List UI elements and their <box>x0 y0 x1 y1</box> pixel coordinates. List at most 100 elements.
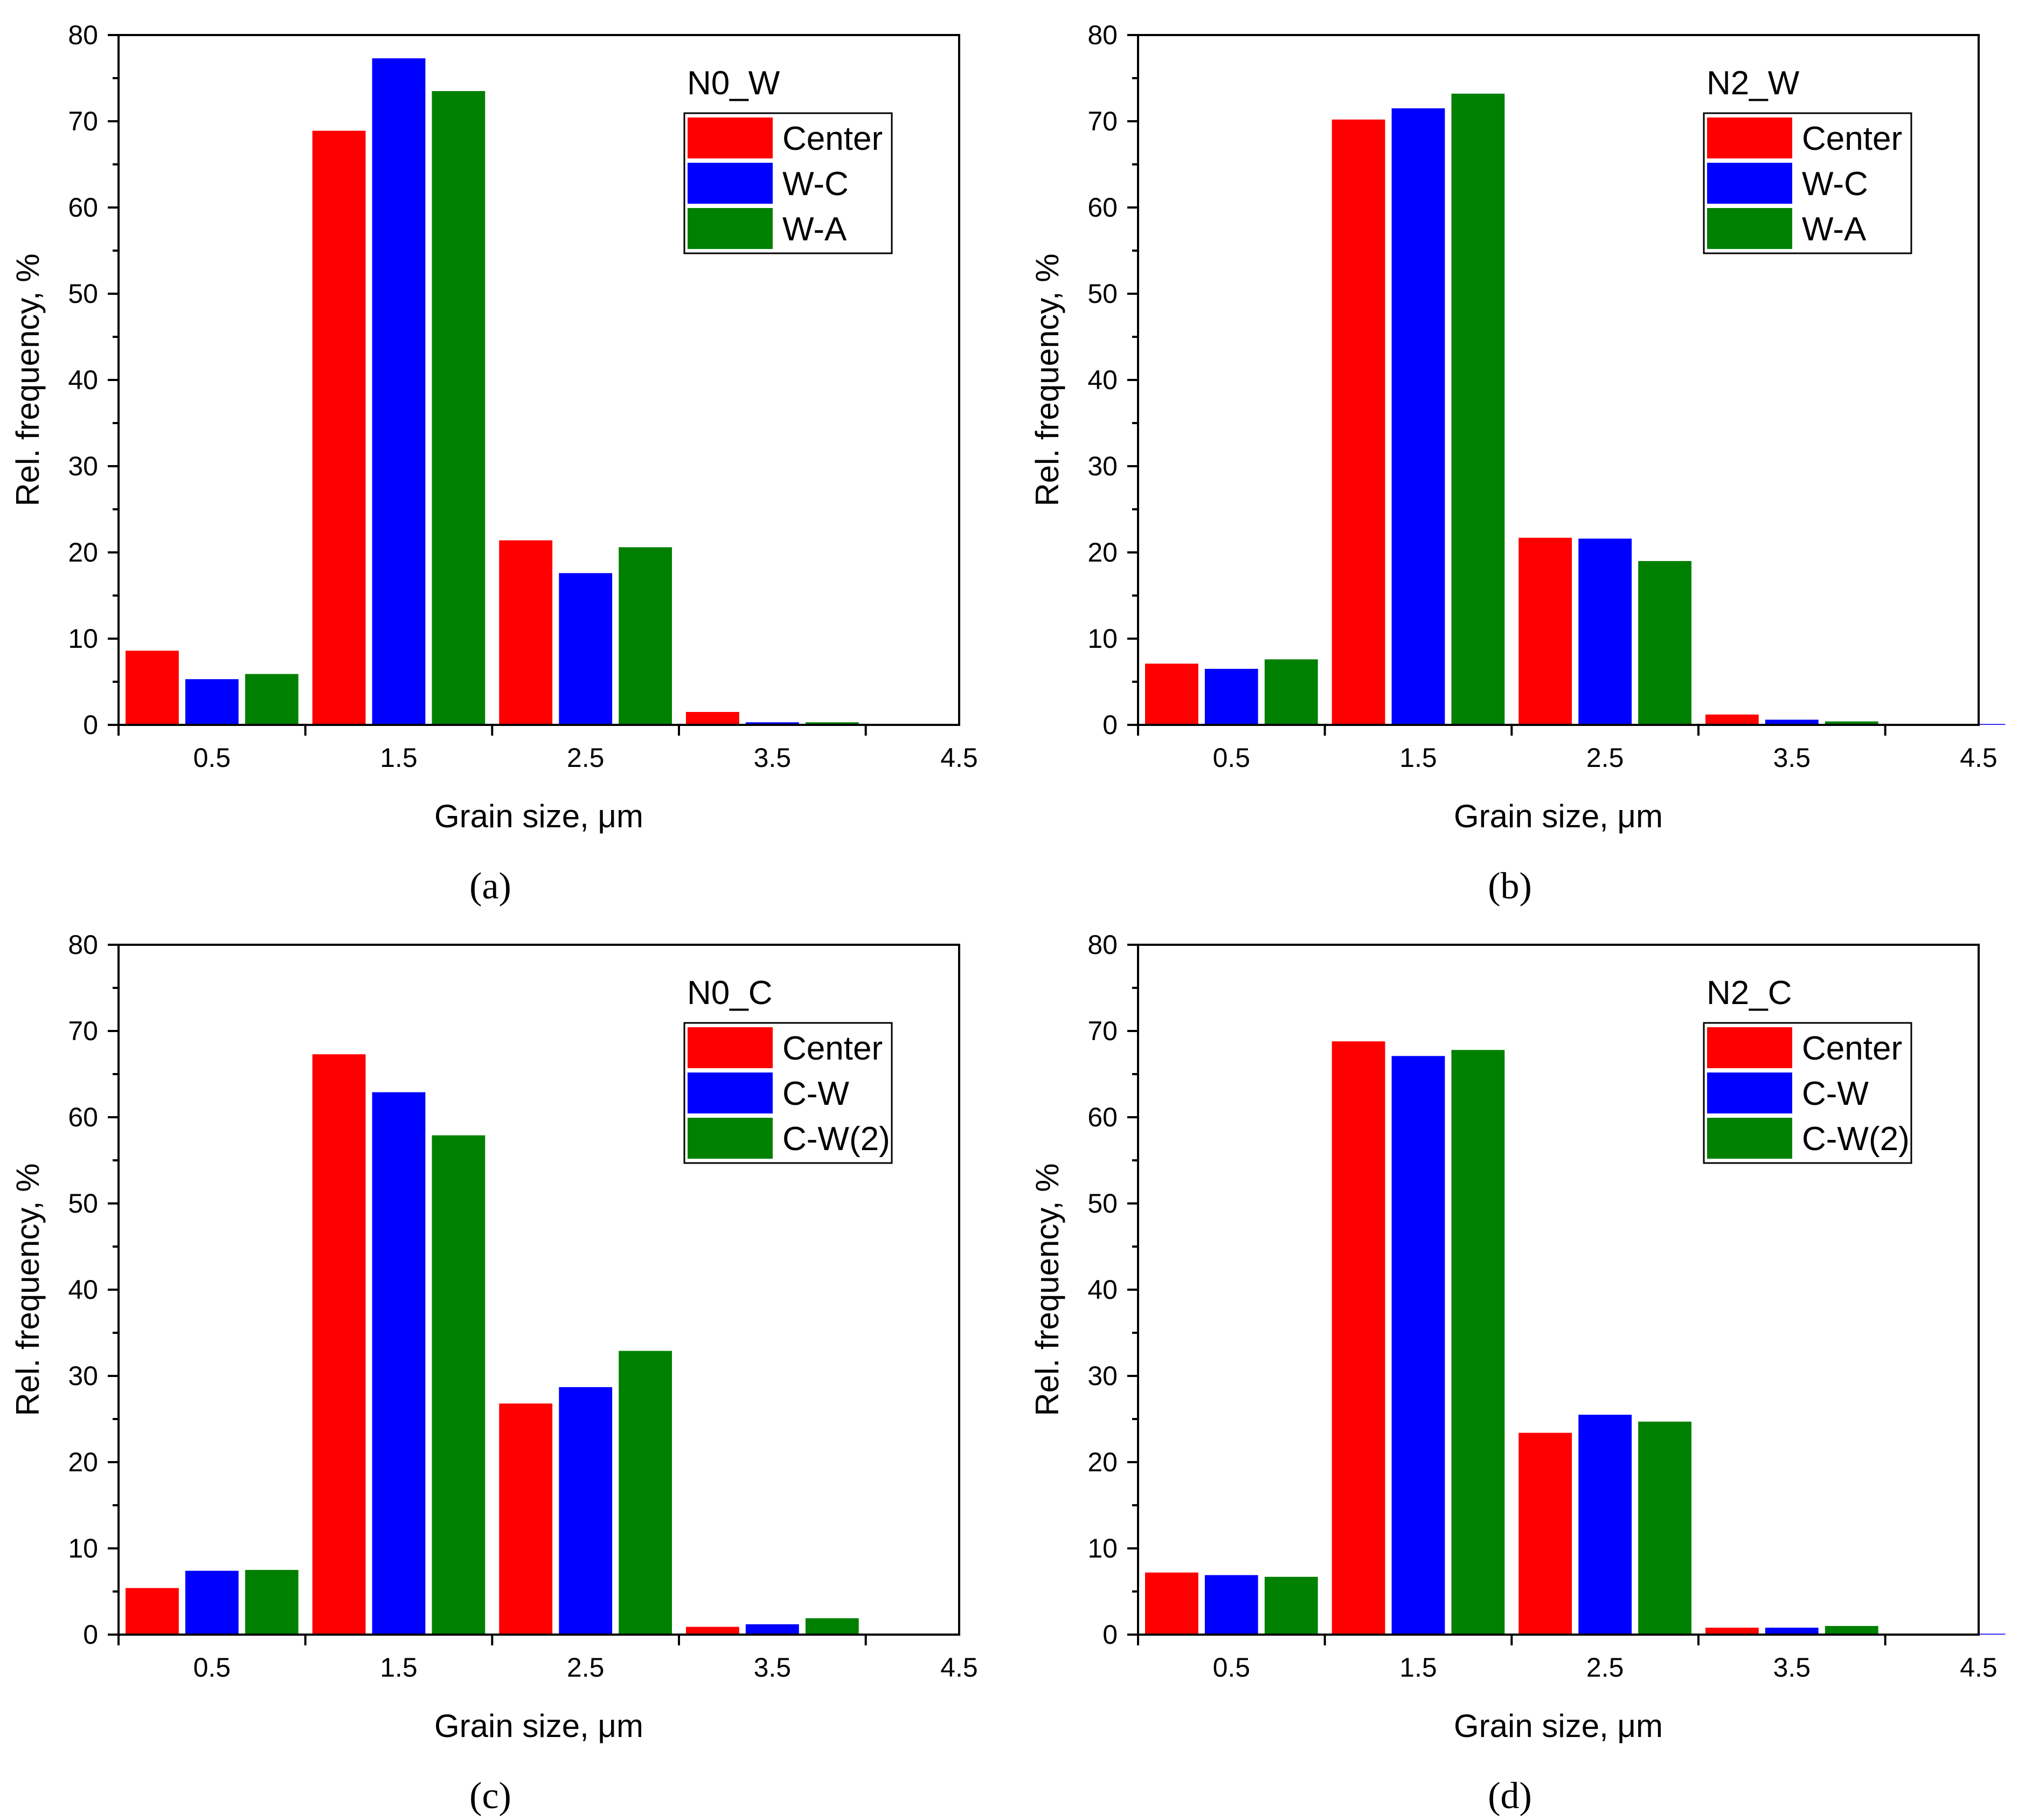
y-tick-label: 50 <box>68 1188 98 1219</box>
legend-swatch <box>688 163 773 204</box>
bar-center <box>1705 714 1759 725</box>
legend-label: Center <box>782 1030 883 1067</box>
y-tick-label: 20 <box>68 537 98 568</box>
y-tick-label: 40 <box>1087 365 1118 395</box>
y-tick-label: 40 <box>68 1275 98 1305</box>
bar-center <box>1145 1572 1198 1635</box>
x-tick-label: 1.5 <box>1399 1652 1437 1683</box>
y-tick-label: 70 <box>68 106 98 136</box>
bar-c-w <box>1204 1575 1258 1635</box>
x-tick-label: 1.5 <box>380 743 418 773</box>
y-tick-label: 60 <box>68 1102 98 1132</box>
bar-c-w <box>745 1624 799 1635</box>
legend-swatch <box>1707 1027 1792 1068</box>
y-tick-label: 80 <box>1087 20 1118 50</box>
bar-center <box>1331 1041 1385 1635</box>
y-tick-label: 80 <box>68 930 98 960</box>
x-axis-title: Grain size, μm <box>434 1708 643 1744</box>
y-axis-title: Rel. frequency, % <box>10 253 46 506</box>
x-axis-title: Grain size, μm <box>1454 1708 1663 1744</box>
bar-w-c <box>1578 538 1632 725</box>
legend-label: W-C <box>1802 165 1868 203</box>
x-axis-title: Grain size, μm <box>1454 798 1663 834</box>
legend-label: Center <box>782 120 883 157</box>
bar-center <box>126 1588 179 1635</box>
chart-title: N2_C <box>1707 974 1792 1012</box>
chart-panel: 0 10 20 30 40 50 60 70 80 0.5 1.5 2.5 3.5 4.5 Grain si… <box>10 930 978 1817</box>
chart-panel: 0 10 20 30 40 50 60 70 80 0.5 1.5 2.5 3.5 4.5 Grain si… <box>10 20 978 907</box>
y-tick-label: 80 <box>1087 930 1118 960</box>
legend-label: C-W(2) <box>782 1120 890 1158</box>
bar-c-w-2- <box>1264 1576 1318 1635</box>
y-axis-title: Rel. frequency, % <box>10 1163 46 1416</box>
legend-label: W-A <box>782 211 847 248</box>
bar-center <box>1145 663 1198 725</box>
legend-swatch <box>688 208 773 249</box>
bar-c-w <box>559 1387 613 1635</box>
y-tick-label: 50 <box>1087 1188 1118 1219</box>
x-tick-label: 2.5 <box>567 743 605 773</box>
legend-swatch <box>688 1027 773 1068</box>
y-tick-label: 0 <box>1102 710 1118 740</box>
bar-w-a <box>1264 659 1318 725</box>
bar-c-w <box>1578 1415 1632 1635</box>
x-tick-label: 4.5 <box>1960 743 1998 773</box>
bar-w-a <box>619 547 672 725</box>
legend-swatch <box>688 1072 773 1113</box>
legend-label: C-W(2) <box>1802 1120 1910 1158</box>
bar-c-w-2- <box>245 1570 299 1635</box>
y-tick-label: 30 <box>68 451 98 481</box>
bar-w-c <box>1204 669 1258 725</box>
x-tick-label: 0.5 <box>193 1652 231 1683</box>
y-tick-label: 20 <box>1087 1447 1118 1477</box>
panel-caption: (a) <box>469 866 511 907</box>
bar-c-w-2- <box>1638 1421 1691 1635</box>
legend-label: Center <box>1802 1030 1902 1067</box>
chart-title: N2_W <box>1707 65 1800 102</box>
chart-panel: 0 10 20 30 40 50 60 70 80 0.5 1.5 2.5 3.5 4.5 Grain si… <box>1029 20 2006 907</box>
bar-w-c <box>1391 108 1445 725</box>
y-tick-label: 40 <box>68 365 98 395</box>
x-tick-label: 2.5 <box>1586 1652 1624 1683</box>
bar-c-w-2- <box>1825 1626 1878 1635</box>
bar-w-a <box>432 91 486 725</box>
bar-center <box>312 130 366 725</box>
y-tick-label: 60 <box>1087 1102 1118 1132</box>
legend-swatch <box>1707 117 1792 158</box>
legend-label: Center <box>1802 120 1902 157</box>
x-tick-label: 1.5 <box>1399 743 1437 773</box>
bar-w-a <box>805 722 859 725</box>
y-tick-label: 70 <box>68 1016 98 1046</box>
bar-w-a <box>245 674 299 725</box>
legend-label: C-W <box>1802 1075 1869 1112</box>
panel-caption: (c) <box>469 1775 511 1817</box>
bar-center <box>499 1403 553 1635</box>
legend-swatch <box>1707 1118 1792 1159</box>
x-axis-title: Grain size, μm <box>434 798 643 834</box>
x-tick-label: 4.5 <box>940 743 978 773</box>
y-tick-label: 10 <box>68 624 98 654</box>
chart-panel: 0 10 20 30 40 50 60 70 80 0.5 1.5 2.5 3.5 4.5 Grain si… <box>1029 930 2006 1817</box>
bar-w-c <box>372 58 426 725</box>
bar-w-c <box>559 573 613 725</box>
bar-c-w-2- <box>619 1351 672 1635</box>
bar-center <box>312 1054 366 1635</box>
y-tick-label: 30 <box>1087 451 1118 481</box>
panel-caption: (b) <box>1488 866 1532 907</box>
legend-swatch <box>1707 1072 1792 1113</box>
bar-c-w-2- <box>432 1135 486 1635</box>
y-axis-title: Rel. frequency, % <box>1029 253 1065 506</box>
x-tick-label: 3.5 <box>754 743 792 773</box>
bar-c-w <box>1765 1628 1819 1635</box>
bar-center <box>686 1627 739 1635</box>
bar-w-a <box>1451 93 1505 725</box>
bar-center <box>499 540 553 725</box>
x-tick-label: 3.5 <box>1773 1652 1811 1683</box>
legend-swatch <box>688 117 773 158</box>
y-tick-label: 0 <box>83 1620 98 1650</box>
bar-center <box>126 651 179 725</box>
y-tick-label: 20 <box>1087 537 1118 568</box>
bar-w-a <box>1638 561 1691 725</box>
y-tick-label: 40 <box>1087 1275 1118 1305</box>
legend-swatch <box>1707 163 1792 204</box>
